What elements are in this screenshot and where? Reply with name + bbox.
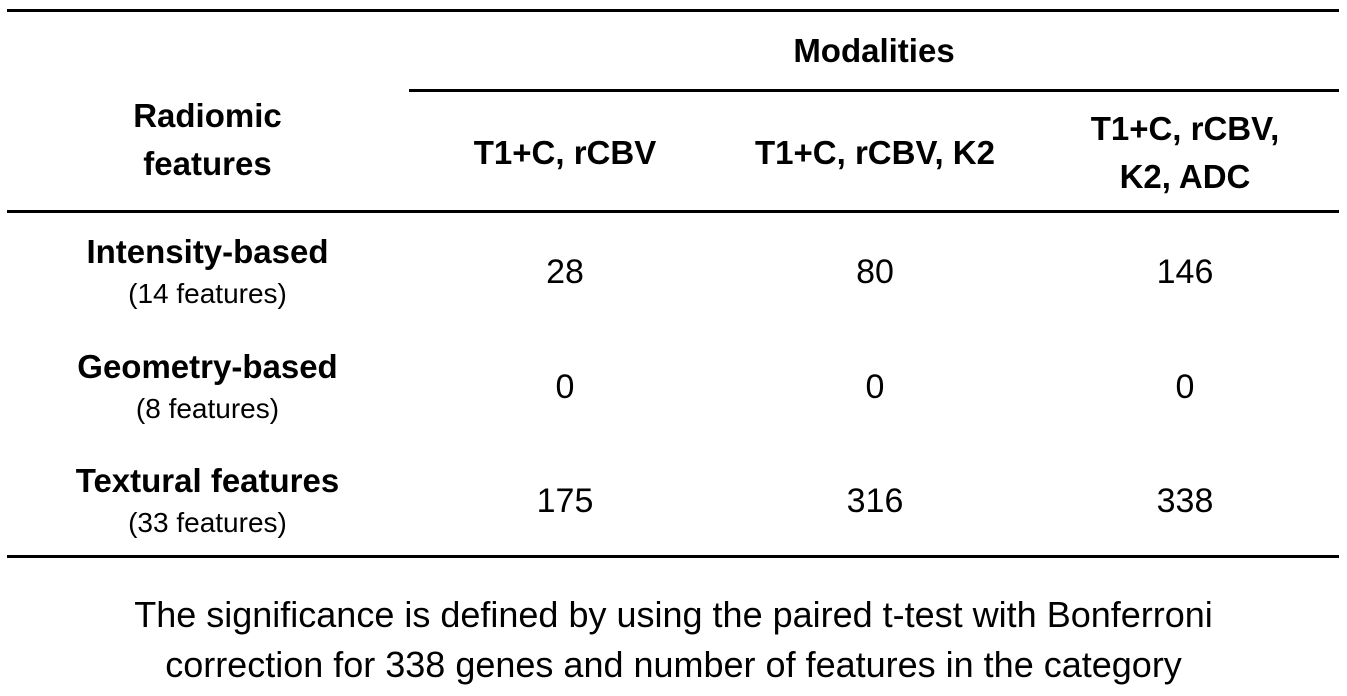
table-cell: 146	[1156, 252, 1214, 291]
table-bottom-rule	[7, 555, 1339, 558]
column-header-1: T1+C, rCBV	[473, 134, 657, 172]
row-label-main: Geometry-based	[77, 348, 338, 386]
row-label-main: Textural features	[75, 462, 340, 500]
table-caption: The significance is defined by using the…	[134, 594, 1213, 686]
modalities-underline-rule	[409, 89, 1339, 92]
table-row-label: Intensity-based (14 features)	[20, 222, 395, 322]
row-label-sub: (33 features)	[128, 506, 287, 538]
table-cell: 80	[856, 252, 894, 291]
table-cell: 0	[555, 367, 575, 406]
table-cell: 28	[546, 252, 584, 291]
table-cell: 0	[1175, 367, 1195, 406]
table-cell: 338	[1156, 481, 1214, 520]
row-header-label: Radiomic features	[133, 97, 282, 182]
table-top-rule	[7, 9, 1339, 12]
table-cell: 0	[865, 367, 885, 406]
row-label-sub: (14 features)	[128, 277, 287, 309]
modalities-header: Modalities	[793, 32, 955, 70]
header-bottom-rule	[7, 210, 1339, 213]
row-label-main: Intensity-based	[86, 233, 329, 271]
column-header-3: T1+C, rCBV, K2, ADC	[1090, 110, 1280, 195]
table-row-label: Geometry-based (8 features)	[20, 337, 395, 437]
row-label-sub: (8 features)	[135, 392, 280, 424]
column-header-2: T1+C, rCBV, K2	[755, 134, 995, 172]
table-cell: 175	[536, 481, 594, 520]
table-cell: 316	[846, 481, 904, 520]
table-row-label: Textural features (33 features)	[20, 451, 395, 551]
